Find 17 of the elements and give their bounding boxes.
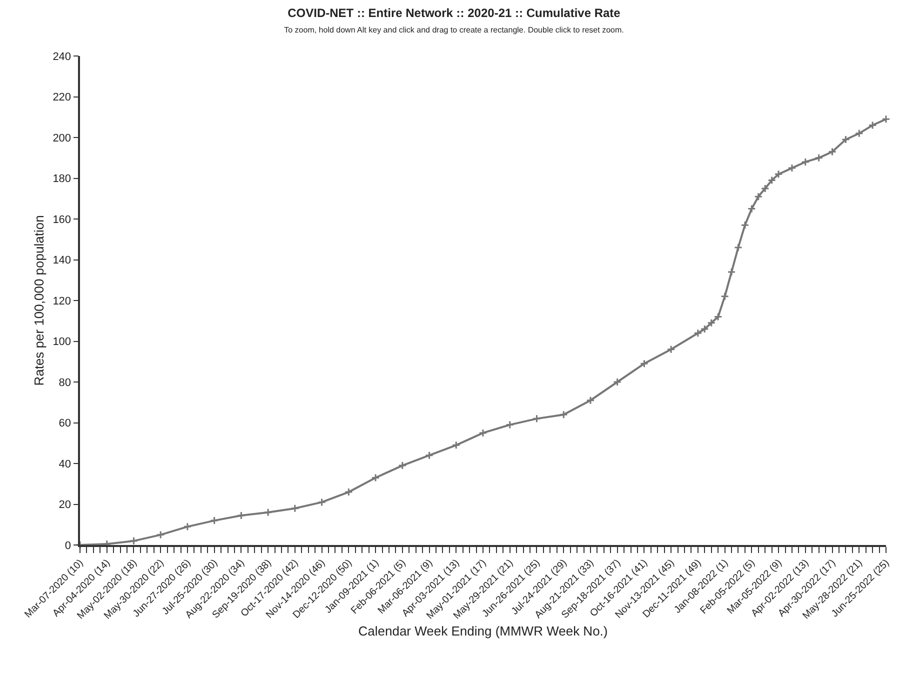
y-tick-label: 180 — [52, 173, 72, 186]
chart-subtitle: To zoom, hold down Alt key and click and drag to create a rectangle. Double click to reset zoom. — [284, 26, 624, 35]
y-tick-label: 220 — [52, 92, 72, 104]
y-tick-label: 40 — [58, 458, 72, 470]
y-tick-label: 140 — [52, 254, 72, 267]
y-tick-label: 60 — [58, 418, 72, 430]
y-tick-label: 240 — [52, 50, 72, 63]
y-tick-label: 0 — [64, 540, 72, 552]
y-tick-label: 20 — [58, 499, 72, 512]
y-axis-title: Rates per 100,000 population — [32, 215, 46, 386]
x-axis-title: Calendar Week Ending (MMWR Week No.) — [358, 624, 608, 639]
y-tick-label: 120 — [52, 295, 72, 308]
chart-title: COVID-NET :: Entire Network :: 2020-21 :: Cumulative Rate — [288, 6, 621, 20]
y-tick-label: 160 — [52, 214, 72, 226]
y-tick-label: 200 — [52, 132, 72, 144]
y-tick-label: 80 — [58, 376, 72, 389]
y-tick-label: 100 — [52, 336, 72, 348]
